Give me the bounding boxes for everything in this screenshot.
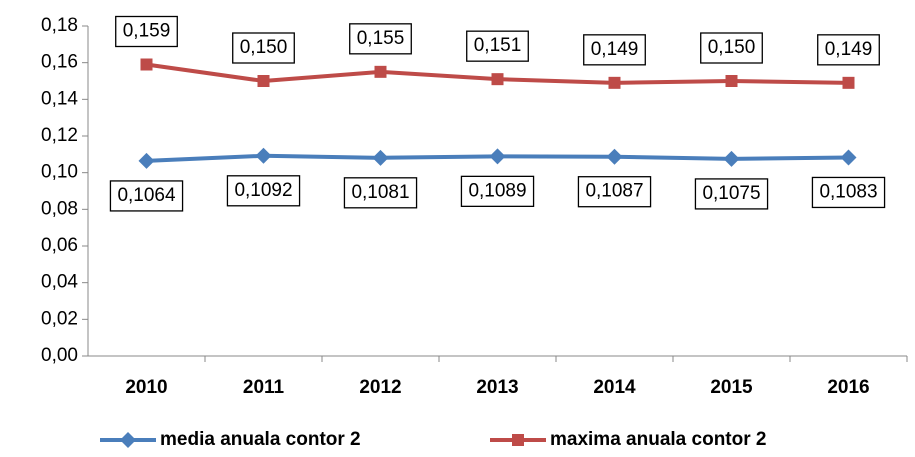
marker <box>372 149 389 166</box>
x-tick-label: 2013 <box>476 377 518 398</box>
data-label: 0,1087 <box>585 181 643 202</box>
data-label-box <box>694 178 769 210</box>
y-tick-label: 0,12 <box>41 125 78 146</box>
data-label: 0,150 <box>240 37 288 58</box>
marker <box>138 152 155 169</box>
marker <box>608 76 621 89</box>
y-tick-label: 0,10 <box>41 162 78 183</box>
data-label-box <box>700 32 763 64</box>
legend-label: maxima anuala contor 2 <box>550 429 766 450</box>
marker <box>374 65 387 78</box>
data-label: 0,1075 <box>702 183 760 204</box>
data-label: 0,1089 <box>468 180 526 201</box>
data-label-box <box>349 23 412 55</box>
marker <box>840 149 857 166</box>
x-tick-label: 2015 <box>710 377 753 398</box>
data-label-box <box>460 175 535 208</box>
data-label-box <box>109 180 184 212</box>
marker <box>140 58 153 71</box>
y-tick-label: 0,16 <box>41 52 78 73</box>
legend-label: media anuala contor 2 <box>160 429 361 450</box>
marker <box>842 76 855 89</box>
marker <box>120 432 136 448</box>
data-label: 0,149 <box>591 39 639 60</box>
data-label-box <box>466 30 529 62</box>
data-label: 0,1081 <box>351 182 409 203</box>
data-label: 0,155 <box>357 28 405 49</box>
x-tick-label: 2011 <box>243 377 285 398</box>
marker <box>491 73 504 86</box>
y-tick-label: 0,08 <box>41 198 78 219</box>
data-label-box <box>583 34 646 66</box>
x-tick-label: 2010 <box>125 377 167 398</box>
marker <box>257 75 270 87</box>
x-tick-label: 2016 <box>827 377 869 398</box>
data-label-box <box>577 176 652 208</box>
y-tick-label: 0,18 <box>41 15 78 36</box>
data-label: 0,1083 <box>819 181 877 202</box>
marker <box>606 148 623 165</box>
data-label-box <box>817 34 880 66</box>
y-tick-label: 0,14 <box>41 88 78 109</box>
data-label: 0,151 <box>474 35 522 56</box>
x-tick-label: 2012 <box>359 377 401 398</box>
marker <box>723 150 740 167</box>
data-label-box <box>232 32 295 64</box>
data-label: 0,150 <box>708 37 756 58</box>
marker <box>725 75 738 87</box>
data-label-box <box>226 175 301 207</box>
data-label: 0,1092 <box>234 180 292 201</box>
y-tick-label: 0,06 <box>41 235 78 256</box>
data-label-box <box>343 177 418 209</box>
data-label-box <box>115 15 178 48</box>
data-label-box <box>811 176 886 209</box>
data-label: 0,1064 <box>117 185 176 206</box>
y-tick-label: 0,04 <box>41 272 78 293</box>
data-label: 0,149 <box>825 39 873 60</box>
marker <box>489 148 506 165</box>
marker <box>512 434 524 446</box>
data-label: 0,159 <box>123 21 171 42</box>
y-tick-label: 0,00 <box>41 345 78 366</box>
x-tick-label: 2014 <box>593 377 636 398</box>
y-tick-label: 0,02 <box>41 308 78 329</box>
marker <box>255 147 272 164</box>
